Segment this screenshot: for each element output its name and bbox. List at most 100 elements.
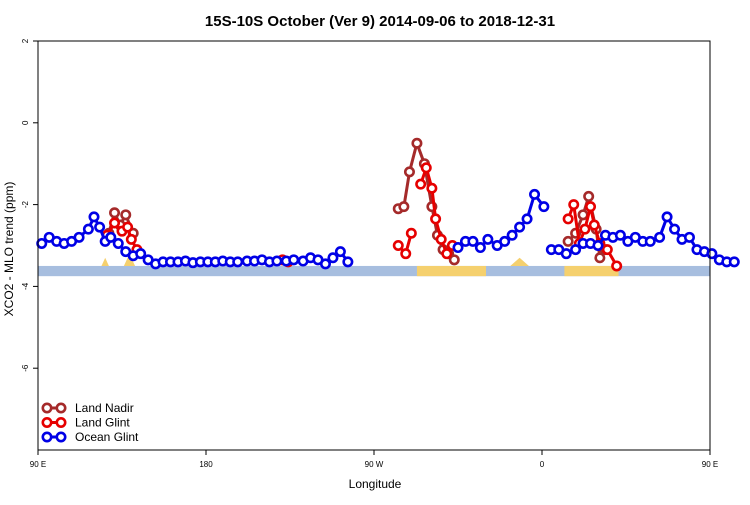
data-point (82, 223, 94, 235)
data-point (327, 252, 339, 264)
data-point (88, 211, 100, 223)
data-point (577, 209, 589, 221)
data-point (601, 244, 613, 256)
data-point (683, 231, 695, 243)
data-point (585, 201, 597, 213)
data-point (36, 237, 48, 249)
y-tick-label: 0 (21, 120, 30, 125)
legend-entry: Land Glint (41, 416, 130, 430)
data-point (271, 255, 283, 267)
data-point (411, 137, 423, 149)
legend-label: Land Glint (75, 416, 130, 430)
data-point (529, 188, 541, 200)
data-point (538, 201, 550, 213)
data-point (398, 201, 410, 213)
data-point (435, 233, 447, 245)
legend-entry: Land Nadir (41, 401, 134, 415)
data-point (122, 221, 134, 233)
data-point (562, 213, 574, 225)
y-tick-label: -6 (21, 364, 30, 372)
legend-swatch-marker (41, 431, 53, 443)
data-point (570, 244, 582, 256)
data-point (403, 166, 415, 178)
data-point (482, 233, 494, 245)
axis-ticks: 90 E 180 90 W 0 90 E 2 0 -2 -4 -6 (21, 38, 718, 469)
data-point (232, 256, 244, 268)
data-point (661, 211, 673, 223)
data-point (288, 254, 300, 266)
data-point (474, 242, 486, 254)
data-point (562, 235, 574, 247)
data-point (105, 231, 117, 243)
legend-label: Ocean Glint (75, 430, 139, 444)
data-point (467, 235, 479, 247)
data-point (592, 240, 604, 252)
y-tick-label: -4 (21, 282, 30, 290)
land-bump (510, 257, 529, 266)
legend-label: Land Nadir (75, 401, 134, 415)
data-point (588, 219, 600, 231)
data-point (415, 178, 427, 190)
series-layer (36, 137, 740, 272)
y-tick-label: -2 (21, 200, 30, 208)
chart-title: 15S-10S October (Ver 9) 2014-09-06 to 20… (205, 13, 555, 30)
data-point (614, 229, 626, 241)
data-point (420, 162, 432, 174)
land-bump (123, 253, 136, 266)
data-point (560, 248, 572, 260)
y-axis-label: XCO2 - MLO trend (ppm) (2, 182, 16, 317)
data-point (400, 248, 412, 260)
land-ocean-band (38, 253, 710, 277)
data-point (135, 248, 147, 260)
data-point (514, 221, 526, 233)
data-point (109, 217, 121, 229)
legend-entry: Ocean Glint (41, 430, 139, 444)
land-bump (101, 257, 109, 266)
data-point (405, 227, 417, 239)
data-point (109, 207, 121, 219)
data-point (392, 240, 404, 252)
data-point (430, 213, 442, 225)
x-tick-label: 90 E (30, 460, 46, 469)
data-point (669, 223, 681, 235)
data-point (654, 231, 666, 243)
data-point (94, 221, 106, 233)
x-tick-label: 90 W (365, 460, 384, 469)
data-point (579, 223, 591, 235)
legend-swatch-marker (55, 402, 67, 414)
data-point (506, 229, 518, 241)
data-point (334, 246, 346, 258)
data-point (120, 209, 132, 221)
data-point (583, 190, 595, 202)
x-tick-label: 180 (199, 460, 213, 469)
series-ocean-glint (36, 188, 740, 270)
data-point (611, 260, 623, 272)
data-point (706, 248, 718, 260)
legend-swatch-marker (41, 402, 53, 414)
data-point (112, 237, 124, 249)
data-point (728, 256, 740, 268)
x-tick-label: 0 (540, 460, 545, 469)
data-point (426, 182, 438, 194)
legend-swatch-marker (55, 416, 67, 428)
x-axis-label: Longitude (349, 477, 402, 491)
data-point (441, 248, 453, 260)
data-point (568, 199, 580, 211)
land-segment (564, 265, 619, 277)
data-point (73, 231, 85, 243)
data-point (319, 258, 331, 270)
data-point (448, 254, 460, 266)
data-point (452, 242, 464, 254)
legend-swatch-marker (55, 431, 67, 443)
data-point (521, 213, 533, 225)
land-segment (416, 265, 486, 277)
data-point (594, 252, 606, 264)
y-tick-label: 2 (21, 38, 30, 43)
data-point (499, 235, 511, 247)
ocean-band (38, 265, 710, 277)
x-tick-label: 90 E (702, 460, 718, 469)
data-point (644, 235, 656, 247)
